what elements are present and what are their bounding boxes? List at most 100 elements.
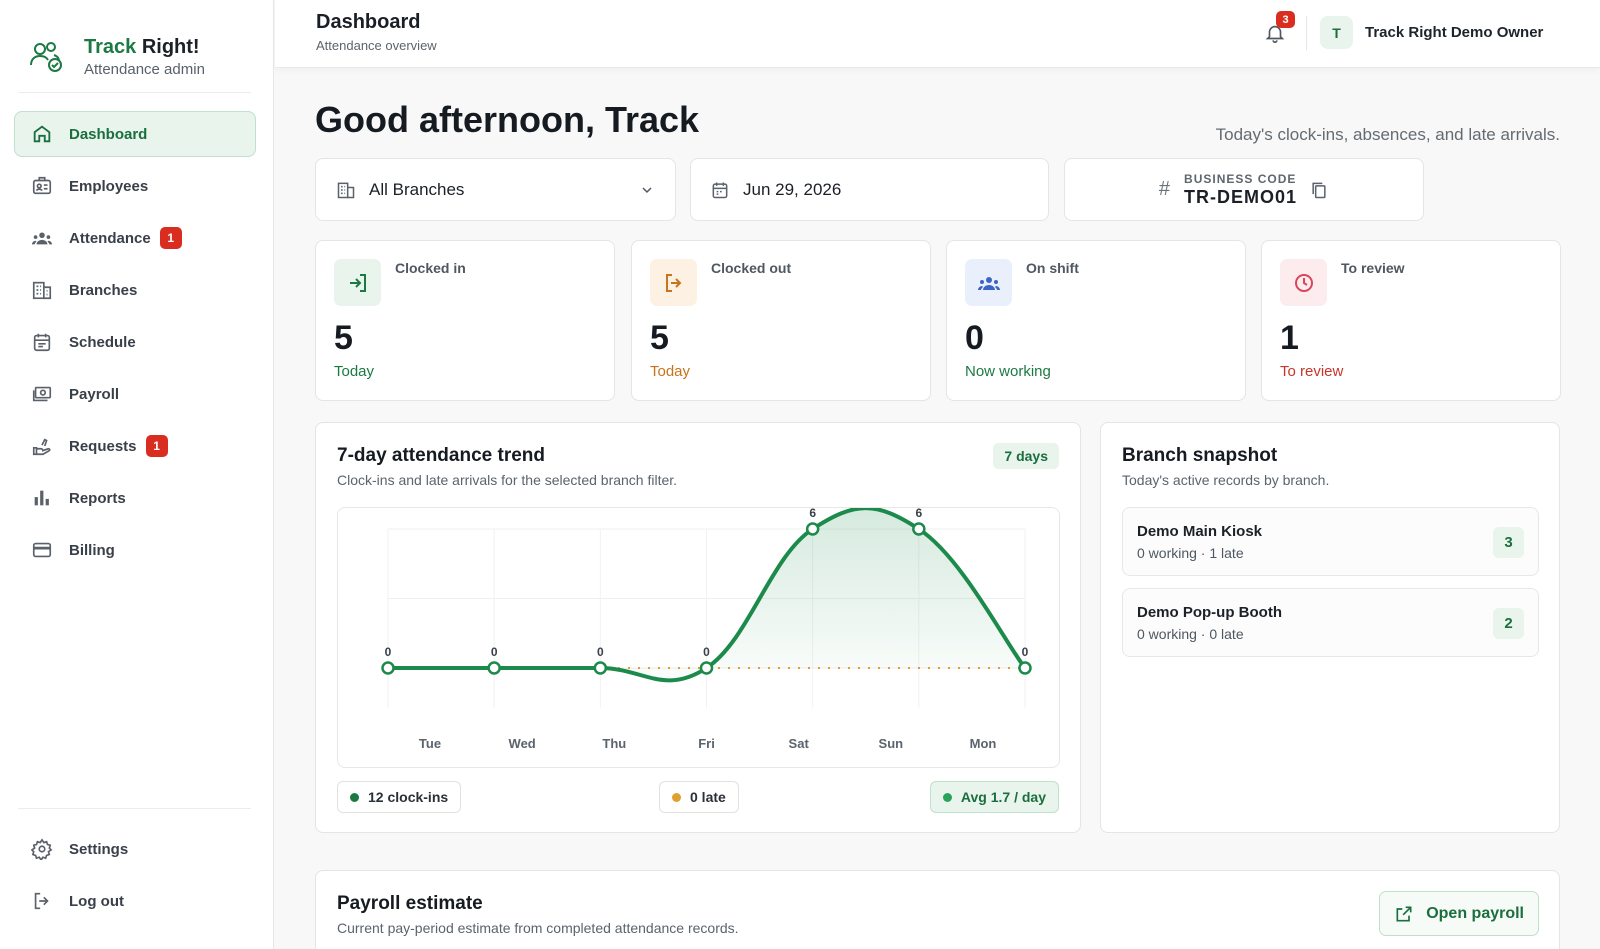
sidebar-item-label: Log out — [69, 892, 124, 910]
date-picker[interactable]: Jun 29, 2026 — [690, 158, 1049, 221]
payroll-subtitle: Current pay-period estimate from complet… — [337, 920, 739, 936]
stat-label: Clocked in — [395, 260, 466, 276]
branch-select[interactable]: All Branches — [315, 158, 676, 221]
business-code-label: BUSINESS CODE — [1184, 171, 1297, 186]
building-icon — [337, 182, 355, 198]
branch-meta: 0 working · 0 late — [1137, 626, 1244, 642]
stat-icon-bg — [1280, 259, 1327, 306]
data-point[interactable] — [699, 661, 714, 675]
login-icon — [349, 273, 366, 292]
account-name[interactable]: Track Right Demo Owner — [1365, 24, 1544, 41]
sidebar-item-employees[interactable]: Employees — [14, 163, 256, 209]
greeting-subtitle: Today's clock-ins, absences, and late ar… — [1215, 125, 1560, 144]
external-link-icon — [1396, 906, 1412, 921]
sidebar-item-schedule[interactable]: Schedule — [14, 319, 256, 365]
amber-dot-icon — [672, 792, 681, 802]
attendance-badge: 1 — [159, 227, 182, 249]
stat-icon-bg — [334, 259, 381, 306]
x-tick-label: Sun — [879, 736, 904, 751]
avatar[interactable]: T — [1320, 16, 1353, 49]
stat-foot: Today — [650, 363, 691, 380]
open-payroll-button[interactable]: Open payroll — [1379, 891, 1539, 936]
range-badge[interactable]: 7 days — [993, 443, 1059, 469]
brand-subtitle: Attendance admin — [84, 60, 205, 78]
x-tick-label: Fri — [698, 736, 715, 751]
gear-icon — [31, 838, 53, 860]
data-point[interactable] — [805, 522, 820, 536]
sidebar-item-label: Dashboard — [69, 125, 148, 143]
sidebar-item-dashboard[interactable]: Dashboard — [14, 111, 256, 157]
brand[interactable]: Track Right! Attendance admin — [0, 0, 273, 92]
sidebar-item-payroll[interactable]: Payroll — [14, 371, 256, 417]
stat-card-clocked-in[interactable]: Clocked in 5 Today — [315, 240, 615, 401]
sidebar-nav: Dashboard Employees Attendance 1 Branche… — [14, 111, 256, 579]
trend-chart: 0 0 0 0 6 6 0 Tue Wed Thu Fri Sat Sun Mon — [337, 507, 1060, 768]
avg-value: Avg 1.7 / day — [960, 789, 1046, 805]
sidebar-item-logout[interactable]: Log out — [14, 878, 256, 924]
stat-value: 1 — [1280, 319, 1299, 357]
x-tick-label: Thu — [602, 736, 626, 751]
team-check-logo-icon — [30, 42, 62, 72]
logout-icon — [665, 273, 681, 292]
data-point[interactable] — [381, 661, 395, 675]
notification-badge: 3 — [1276, 11, 1295, 28]
x-tick-label: Sat — [789, 736, 810, 751]
data-point[interactable] — [593, 661, 608, 675]
sidebar-item-branches[interactable]: Branches — [14, 267, 256, 313]
data-point[interactable] — [1018, 661, 1032, 675]
avg-pill: Avg 1.7 / day — [929, 781, 1059, 813]
trend-subtitle: Clock-ins and late arrivals for the sele… — [337, 472, 678, 488]
data-label: 0 — [385, 645, 392, 659]
sidebar-divider — [18, 92, 251, 93]
sidebar-item-label: Attendance — [69, 229, 151, 247]
stat-card-clocked-out[interactable]: Clocked out 5 Today — [631, 240, 931, 401]
stat-foot: Now working — [965, 363, 1051, 380]
stat-card-on-shift[interactable]: On shift 0 Now working — [946, 240, 1246, 401]
stat-foot: To review — [1280, 363, 1344, 380]
branch-count-badge: 3 — [1493, 527, 1524, 558]
logout-icon — [34, 892, 49, 910]
clockins-total: 12 clock-ins — [368, 789, 449, 805]
business-code-value: TR-DEMO01 — [1184, 186, 1298, 207]
stat-card-to-review[interactable]: To review 1 To review — [1261, 240, 1561, 401]
chevron-down-icon — [642, 186, 652, 193]
data-point[interactable] — [487, 661, 501, 675]
sidebar-item-label: Reports — [69, 489, 126, 507]
id-card-icon — [32, 176, 52, 195]
stat-icon-bg — [965, 259, 1012, 306]
sidebar-item-label: Schedule — [69, 333, 136, 351]
sidebar-item-attendance[interactable]: Attendance 1 — [14, 215, 256, 261]
sidebar-item-requests[interactable]: Requests 1 — [14, 423, 256, 469]
sidebar-item-label: Employees — [69, 177, 149, 195]
x-tick-label: Tue — [419, 736, 441, 751]
home-icon — [33, 125, 51, 143]
sidebar: Track Right! Attendance admin Dashboard … — [0, 0, 274, 949]
list-item[interactable]: Demo Main Kiosk 0 working · 1 late 3 — [1122, 507, 1539, 576]
copy-icon[interactable] — [1309, 180, 1329, 200]
clockins-total-pill: 12 clock-ins — [337, 781, 462, 813]
trend-area — [388, 508, 1025, 681]
sidebar-item-billing[interactable]: Billing — [14, 527, 256, 573]
data-label: 6 — [915, 508, 922, 520]
topbar: Dashboard Attendance overview 3 T Track … — [275, 0, 1600, 68]
page-subtitle: Attendance overview — [316, 38, 437, 53]
data-label: 0 — [703, 645, 710, 659]
sidebar-item-label: Branches — [69, 281, 138, 299]
credit-card-icon — [32, 542, 52, 558]
clock-icon — [1294, 273, 1313, 292]
list-item[interactable]: Demo Pop-up Booth 0 working · 0 late 2 — [1122, 588, 1539, 657]
stat-foot: Today — [334, 363, 375, 380]
greeting-heading: Good afternoon, Track — [315, 99, 700, 140]
sidebar-item-reports[interactable]: Reports — [14, 475, 256, 521]
stat-value: 5 — [334, 319, 353, 357]
green-dot-icon — [350, 792, 359, 802]
topbar-divider — [1306, 16, 1307, 50]
sidebar-item-settings[interactable]: Settings — [14, 826, 256, 872]
sidebar-item-label: Settings — [69, 840, 129, 858]
late-total: 0 late — [690, 789, 726, 805]
branch-select-value: All Branches — [369, 179, 465, 199]
sidebar-item-label: Billing — [69, 541, 115, 559]
people-icon — [977, 276, 1000, 290]
calendar-icon — [33, 333, 51, 352]
data-point[interactable] — [912, 522, 926, 536]
